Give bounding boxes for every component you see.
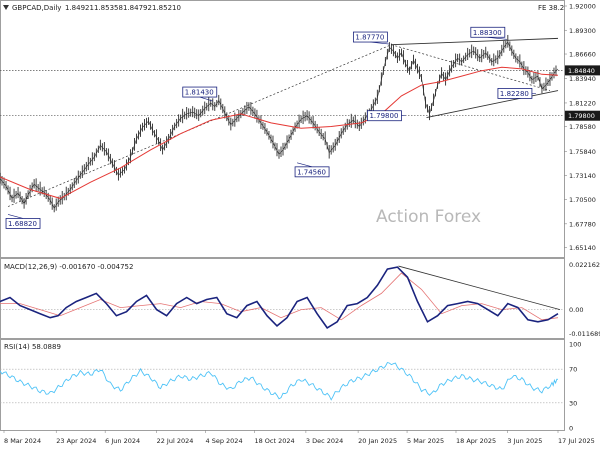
rsi-y-label: 70 (569, 366, 577, 374)
price-label-text: 1.79800 (369, 112, 398, 120)
price-label-5: 1.88300 (470, 26, 507, 40)
price-y-label: 1.83940 (569, 75, 596, 83)
price-label-text: 1.68820 (8, 220, 37, 228)
current-price-tag-box (565, 65, 600, 76)
macd-title: MACD(12,26,9) -0.001670 -0.004752 (4, 263, 133, 271)
ema-line (0, 66, 559, 199)
ohlc-close: 1.85210 (152, 4, 181, 12)
price-label-text: 1.87770 (355, 34, 384, 42)
trendline-2 (426, 90, 559, 118)
support-tag-box (565, 110, 600, 121)
price-line (0, 41, 559, 209)
axis-layer: 1.92000 1.89300 1.86660 1.83940 1.81220 1.785… (3, 3, 600, 445)
watermark: Action Forex (376, 207, 481, 227)
price-label-box (5, 218, 41, 229)
price-label-6: 1.82280 (497, 88, 536, 99)
x-tick-label: 18 Oct 2024 (254, 437, 294, 445)
price-label-leader (7, 214, 24, 219)
rsi-panel-frame (0, 339, 565, 431)
rsi-line (0, 361, 559, 401)
price-panel-frame (0, 0, 565, 258)
rsi-y-label: 0 (569, 425, 573, 433)
price-y-label: 1.65140 (569, 244, 596, 252)
macd-trendline (398, 265, 561, 311)
rsi-title: RSI(14) 58.0889 (4, 343, 61, 351)
price-layer: 1.68820 1.81430 1.74560 1.87770 1.79800 1.883… (0, 26, 564, 229)
price-label-4: 1.79800 (367, 110, 406, 122)
price-header: GBPCAD,Daily 1.84921 1.85358 1.84792 1.8… (3, 4, 564, 12)
x-tick-label: 23 Apr 2024 (56, 437, 96, 445)
x-tick-label: 4 Sep 2024 (206, 437, 243, 445)
x-tick-label: 20 Jan 2025 (358, 437, 397, 445)
price-label-leader (487, 36, 507, 40)
macd-line (0, 266, 559, 329)
macd-panel-frame (0, 258, 565, 339)
collapse-triangle-icon[interactable] (3, 5, 9, 10)
price-label-leader (370, 41, 390, 45)
ohlc-low: 1.84792 (123, 4, 152, 12)
macd-layer (0, 265, 564, 329)
x-tick-label: 5 Mar 2025 (407, 437, 444, 445)
price-label-text: 1.82280 (500, 90, 529, 98)
price-label-0: 1.68820 (5, 214, 41, 229)
price-label-2: 1.74560 (294, 162, 330, 178)
price-y-label: 1.92000 (569, 3, 596, 11)
rsi-y-label: 30 (569, 399, 577, 407)
price-label-text: 1.74560 (297, 168, 326, 176)
corner-tag: FE 38.2 (538, 4, 564, 12)
macd-y-label: 0.00 (569, 306, 583, 314)
x-tick-label: 3 Dec 2024 (306, 437, 343, 445)
x-tick-label: 17 Jul 2025 (558, 437, 595, 445)
price-label-text: 1.81430 (185, 89, 214, 97)
x-tick-label: 8 Mar 2024 (4, 437, 41, 445)
rsi-y-label: 100 (569, 341, 581, 349)
price-y-label: 1.70500 (569, 196, 596, 204)
current-price-tag: 1.84840 (568, 67, 595, 75)
ohlc-high: 1.85358 (94, 4, 123, 12)
price-y-label: 1.89300 (569, 27, 596, 35)
price-y-label: 1.81220 (569, 99, 596, 107)
support-tag: 1.79800 (568, 112, 595, 120)
symbol-info: GBPCAD,Daily (12, 4, 61, 12)
ohlc-open: 1.84921 (65, 4, 94, 12)
rsi-layer (0, 361, 564, 404)
x-tick-label: 3 Jun 2025 (507, 437, 542, 445)
trendline-3 (391, 44, 551, 91)
macd-y-label: 0.022162 (569, 261, 600, 269)
price-label-3: 1.87770 (352, 31, 390, 45)
price-y-label: 1.67780 (569, 220, 596, 228)
price-y-label: 1.78580 (569, 123, 596, 131)
x-tick-label: 22 Jul 2024 (157, 437, 194, 445)
x-tick-label: 6 Jun 2024 (105, 437, 140, 445)
macd-signal-line (0, 272, 559, 321)
macd-y-label: -0.011689 (569, 330, 600, 338)
trendline-1 (391, 37, 559, 46)
price-y-label: 1.86660 (569, 51, 596, 59)
price-label-leader (199, 96, 213, 102)
price-label-text: 1.88300 (473, 29, 502, 37)
price-y-label: 1.73140 (569, 172, 596, 180)
price-y-label: 1.75840 (569, 148, 596, 156)
price-label-1: 1.81430 (182, 86, 218, 102)
x-tick-label: 18 Apr 2025 (456, 437, 496, 445)
price-label-leader (296, 162, 313, 168)
